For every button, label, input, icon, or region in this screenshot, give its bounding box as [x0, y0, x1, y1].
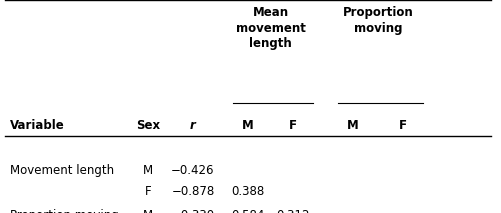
Text: −0.330: −0.330	[171, 209, 214, 213]
Text: Proportion moving: Proportion moving	[10, 209, 119, 213]
Text: r: r	[190, 119, 196, 132]
Text: 0.312: 0.312	[277, 209, 310, 213]
Text: Variable: Variable	[10, 119, 65, 132]
Text: 0.388: 0.388	[231, 185, 265, 198]
Text: Mean
movement
length: Mean movement length	[235, 6, 306, 50]
Text: Sex: Sex	[136, 119, 160, 132]
Text: 0.584: 0.584	[231, 209, 265, 213]
Text: M: M	[143, 209, 153, 213]
Text: M: M	[347, 119, 359, 132]
Text: M: M	[242, 119, 254, 132]
Text: F: F	[399, 119, 407, 132]
Text: M: M	[143, 164, 153, 177]
Text: F: F	[144, 185, 151, 198]
Text: Movement length: Movement length	[10, 164, 114, 177]
Text: Proportion
moving: Proportion moving	[343, 6, 414, 35]
Text: F: F	[289, 119, 297, 132]
Text: −0.426: −0.426	[171, 164, 214, 177]
Text: −0.878: −0.878	[171, 185, 214, 198]
